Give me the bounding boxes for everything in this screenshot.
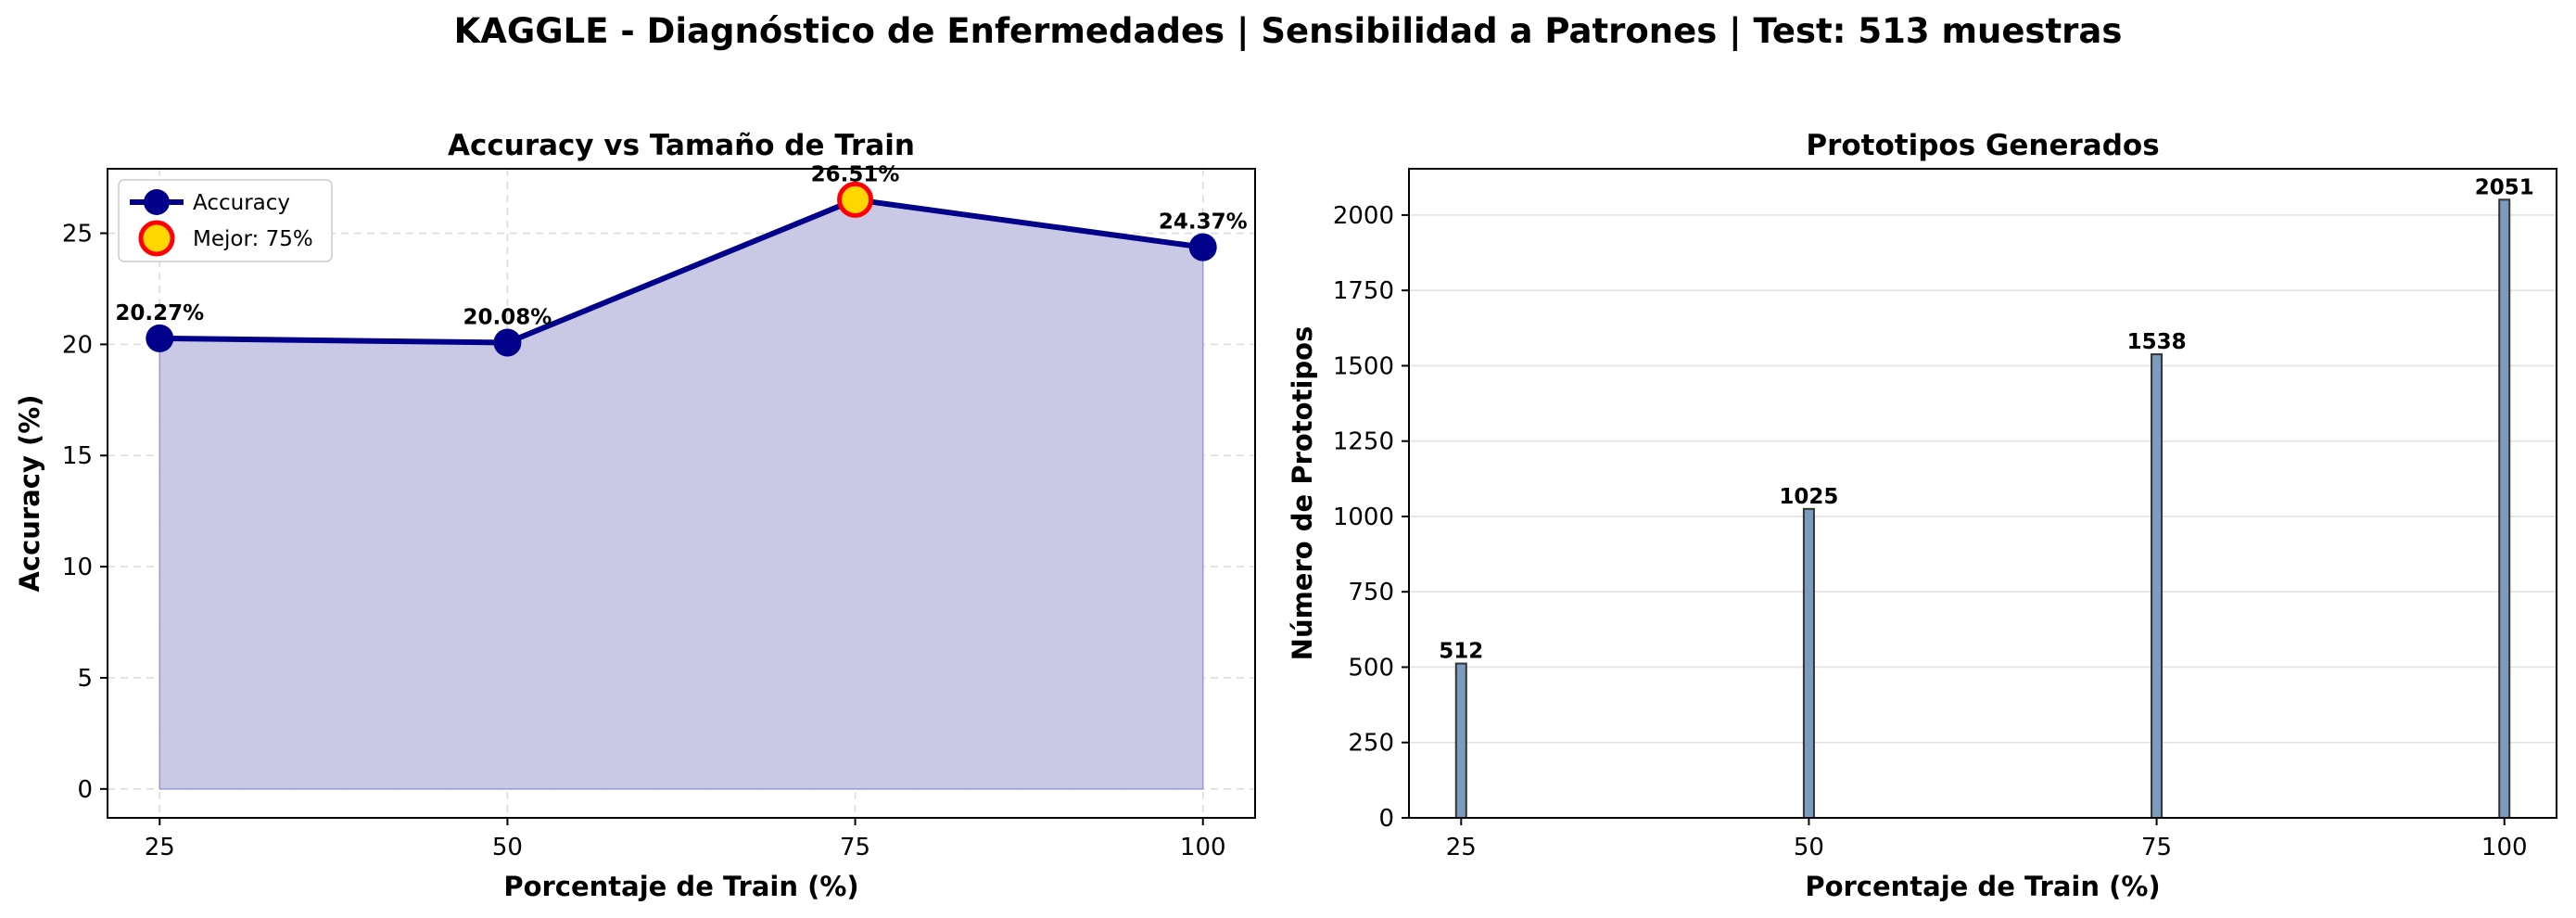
x-tick-label: 50 [1794, 834, 1824, 861]
y-tick-label: 25 [62, 221, 93, 249]
legend-marker-accuracy [144, 189, 170, 215]
accuracy-point [146, 324, 174, 352]
y-tick-label: 1750 [1333, 277, 1394, 305]
x-tick-label: 100 [1180, 834, 1226, 861]
plot-frame [107, 168, 1256, 819]
y-tick-label: 250 [1348, 730, 1394, 758]
x-axis-label: Porcentaje de Train (%) [1805, 871, 2160, 902]
y-tick-label: 1500 [1333, 352, 1394, 380]
y-tick-label: 0 [1378, 805, 1394, 833]
legend-marker-best [138, 220, 175, 257]
x-tick-label: 100 [2481, 834, 2528, 861]
accuracy-chart: 20.27% 20.08% 26.51% 24.37% 0 5 10 15 20 25 25 50 75… [14, 129, 1256, 902]
data-label: 26.51% [811, 162, 900, 186]
prototype-bar [2151, 353, 2164, 819]
accuracy-area [159, 198, 1204, 790]
data-label: 20.27% [115, 301, 204, 325]
data-label: 1025 [1779, 485, 1838, 509]
accuracy-point [493, 328, 522, 357]
chart-title: Prototipos Generados [1806, 129, 2159, 162]
prototype-bar [2498, 198, 2511, 820]
x-tick-label: 75 [2141, 834, 2172, 861]
figure-title: KAGGLE - Diagnóstico de Enfermedades | S… [453, 11, 2123, 51]
plot-frame [1408, 168, 2557, 819]
y-axis-label: Accuracy (%) [14, 394, 45, 592]
x-tick-label: 50 [492, 834, 523, 861]
y-tick-label: 2000 [1333, 202, 1394, 230]
x-tick-label: 25 [1446, 834, 1477, 861]
data-label: 1538 [2127, 330, 2187, 354]
y-tick-label: 750 [1348, 579, 1394, 606]
y-tick-label: 15 [62, 442, 93, 470]
prototype-bar [1802, 507, 1815, 819]
x-tick-label: 75 [840, 834, 870, 861]
x-tick-label: 25 [145, 834, 175, 861]
y-axis-label: Número de Prototipos [1287, 326, 1318, 661]
chart-title: Accuracy vs Tamaño de Train [448, 129, 915, 162]
accuracy-point [1188, 233, 1217, 261]
y-tick-label: 20 [62, 331, 93, 359]
y-tick-label: 5 [77, 665, 93, 693]
legend-label-best: Mejor: 75% [193, 227, 313, 251]
data-label: 512 [1439, 640, 1483, 664]
y-tick-label: 0 [77, 776, 93, 804]
y-tick-label: 1250 [1333, 428, 1394, 456]
y-tick-label: 10 [62, 554, 93, 581]
prototypes-chart: 512 1025 1538 2051 0 250 500 750 1000 1250 1500 175… [1287, 129, 2557, 902]
y-tick-label: 1000 [1333, 504, 1394, 531]
data-label: 24.37% [1159, 210, 1248, 235]
data-label: 20.08% [463, 305, 552, 329]
y-tick-label: 500 [1348, 654, 1394, 682]
legend-label-accuracy: Accuracy [193, 191, 290, 215]
data-label: 2051 [2475, 175, 2534, 199]
prototype-bar [1454, 662, 1467, 819]
accuracy-line [159, 197, 1204, 346]
x-axis-label: Porcentaje de Train (%) [503, 871, 858, 902]
best-point-marker [837, 181, 874, 218]
